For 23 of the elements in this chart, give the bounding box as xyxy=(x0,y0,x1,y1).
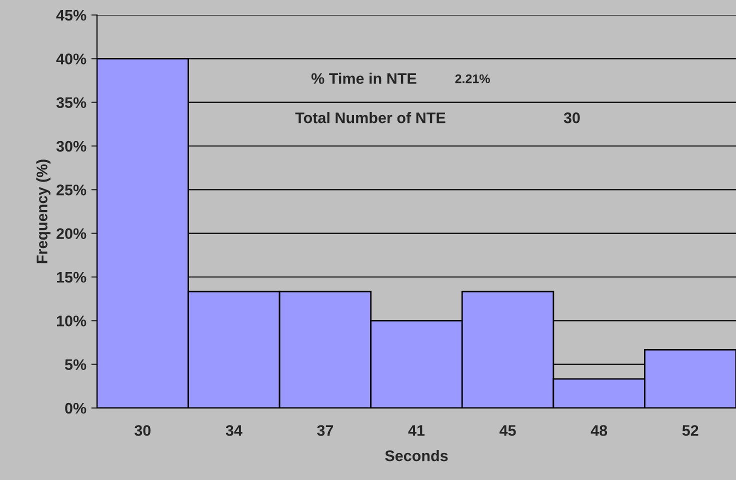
y-axis-title: Frequency (%) xyxy=(36,160,50,264)
annotation: Total Number of NTE xyxy=(295,112,446,124)
x-tick-label: 45 xyxy=(500,425,516,436)
x-tick-label: 48 xyxy=(590,425,608,436)
y-tick-label: 30% xyxy=(56,140,86,152)
x-tick-label: 41 xyxy=(408,425,425,436)
y-tick-label: 10% xyxy=(56,316,86,326)
y-tick-label: 45% xyxy=(56,10,86,21)
x-tick-label: 37 xyxy=(317,425,334,436)
y-tick-label: 5% xyxy=(64,359,86,370)
y-tick-label: 35% xyxy=(56,97,86,108)
x-axis-title: Seconds xyxy=(385,450,448,462)
y-tick-label: 0% xyxy=(65,402,86,414)
y-tick-label: 25% xyxy=(56,184,86,196)
y-tick-label: 40% xyxy=(56,54,86,64)
y-tick-label: 20% xyxy=(56,228,86,240)
x-tick-label: 30 xyxy=(134,425,151,436)
annotation: 2.21% xyxy=(455,74,490,84)
annotation: % Time in NTE xyxy=(311,72,416,84)
x-tick-label: 52 xyxy=(682,425,698,436)
annotation: 30 xyxy=(564,112,580,124)
x-tick-label: 34 xyxy=(226,425,242,436)
y-tick-label: 15% xyxy=(56,272,86,283)
